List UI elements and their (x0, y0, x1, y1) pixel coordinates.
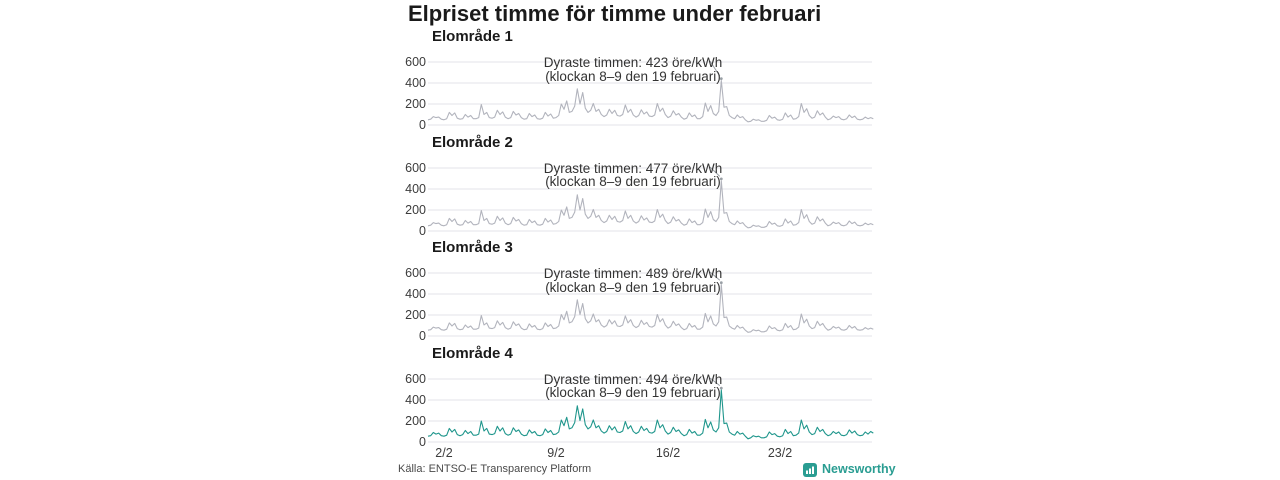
price-line (427, 389, 874, 439)
y-tick-label: 0 (419, 118, 426, 132)
subchart-title: Elområde 1 (432, 28, 513, 45)
peak-annotation-line1: Dyraste timmen: 494 öre/kWh (543, 371, 723, 387)
x-tick-label: 9/2 (547, 445, 565, 460)
y-tick-label: 200 (405, 202, 426, 217)
peak-annotation-line1: Dyraste timmen: 477 öre/kWh (543, 160, 723, 176)
subchart-title: Elområde 3 (432, 239, 513, 256)
y-tick-label: 200 (405, 308, 426, 322)
annotation-leader-line (709, 60, 721, 77)
peak-annotation-line1: Dyraste timmen: 489 öre/kWh (543, 266, 723, 281)
y-tick-label: 0 (419, 434, 426, 449)
price-line (427, 284, 874, 333)
peak-annotation-line2: (klockan 8–9 den 19 februari) (545, 385, 721, 400)
y-tick-label: 600 (405, 55, 426, 69)
subchart-title: Elområde 4 (432, 344, 513, 362)
peak-annotation-line2: (klockan 8–9 den 19 februari) (545, 279, 721, 295)
y-tick-label: 200 (405, 413, 426, 428)
y-tick-label: 0 (419, 223, 426, 238)
brand-name: Newsworthy (822, 462, 896, 476)
peak-annotation: Dyraste timmen: 423 öre/kWh (klockan 8–9… (468, 56, 798, 83)
annotation-leader-line (709, 271, 721, 281)
price-line (427, 179, 874, 228)
peak-annotation: Dyraste timmen: 489 öre/kWh (klockan 8–9… (468, 267, 798, 294)
y-tick-label: 600 (405, 160, 426, 175)
peak-annotation: Dyraste timmen: 494 öre/kWh (klockan 8–9… (468, 371, 798, 400)
x-tick-label: 2/2 (435, 445, 453, 460)
y-tick-label: 0 (419, 329, 426, 343)
annotation-leader-line (709, 377, 721, 386)
price-line-plot (427, 60, 874, 126)
price-line-plot (427, 377, 874, 442)
subchart: Elområde 1 Dyraste timmen: 423 öre/kWh (… (0, 28, 1280, 134)
price-line-plot (427, 166, 874, 231)
x-tick-label: 16/2 (655, 445, 681, 460)
figure-title: Elpriset timme för timme under februari (408, 1, 822, 26)
y-tick-label: 400 (405, 392, 426, 407)
peak-marker-dot (719, 177, 723, 180)
y-tick-label: 400 (405, 287, 426, 301)
annotation-leader-line (709, 166, 721, 177)
peak-annotation-line2: (klockan 8–9 den 19 februari) (545, 174, 721, 189)
peak-marker-dot (719, 281, 723, 285)
y-tick-label: 400 (405, 76, 426, 90)
price-line (427, 80, 874, 123)
subchart: Elområde 3 Dyraste timmen: 489 öre/kWh (… (0, 239, 1280, 345)
y-tick-label: 200 (405, 97, 426, 111)
subchart: Elområde 2 Dyraste timmen: 477 öre/kWh (… (0, 134, 1280, 240)
footer: Källa: ENTSO-E Transparency Platform New… (0, 461, 1280, 479)
peak-marker-dot (719, 386, 723, 389)
y-tick-label: 400 (405, 181, 426, 196)
y-tick-label: 600 (405, 266, 426, 280)
peak-annotation-line1: Dyraste timmen: 423 öre/kWh (543, 55, 723, 70)
subchart: Elområde 4 Dyraste timmen: 494 öre/kWh (… (0, 344, 1280, 460)
y-tick-label: 600 (405, 371, 426, 386)
source-note: Källa: ENTSO-E Transparency Platform (398, 463, 592, 475)
peak-marker-dot (719, 77, 723, 80)
price-line-plot (427, 271, 874, 337)
newsworthy-logo-icon (803, 463, 817, 477)
subchart-title: Elområde 2 (432, 133, 513, 151)
x-tick-label: 23/2 (767, 445, 793, 460)
peak-annotation: Dyraste timmen: 477 öre/kWh (klockan 8–9… (468, 160, 798, 189)
peak-annotation-line2: (klockan 8–9 den 19 februari) (545, 68, 721, 84)
